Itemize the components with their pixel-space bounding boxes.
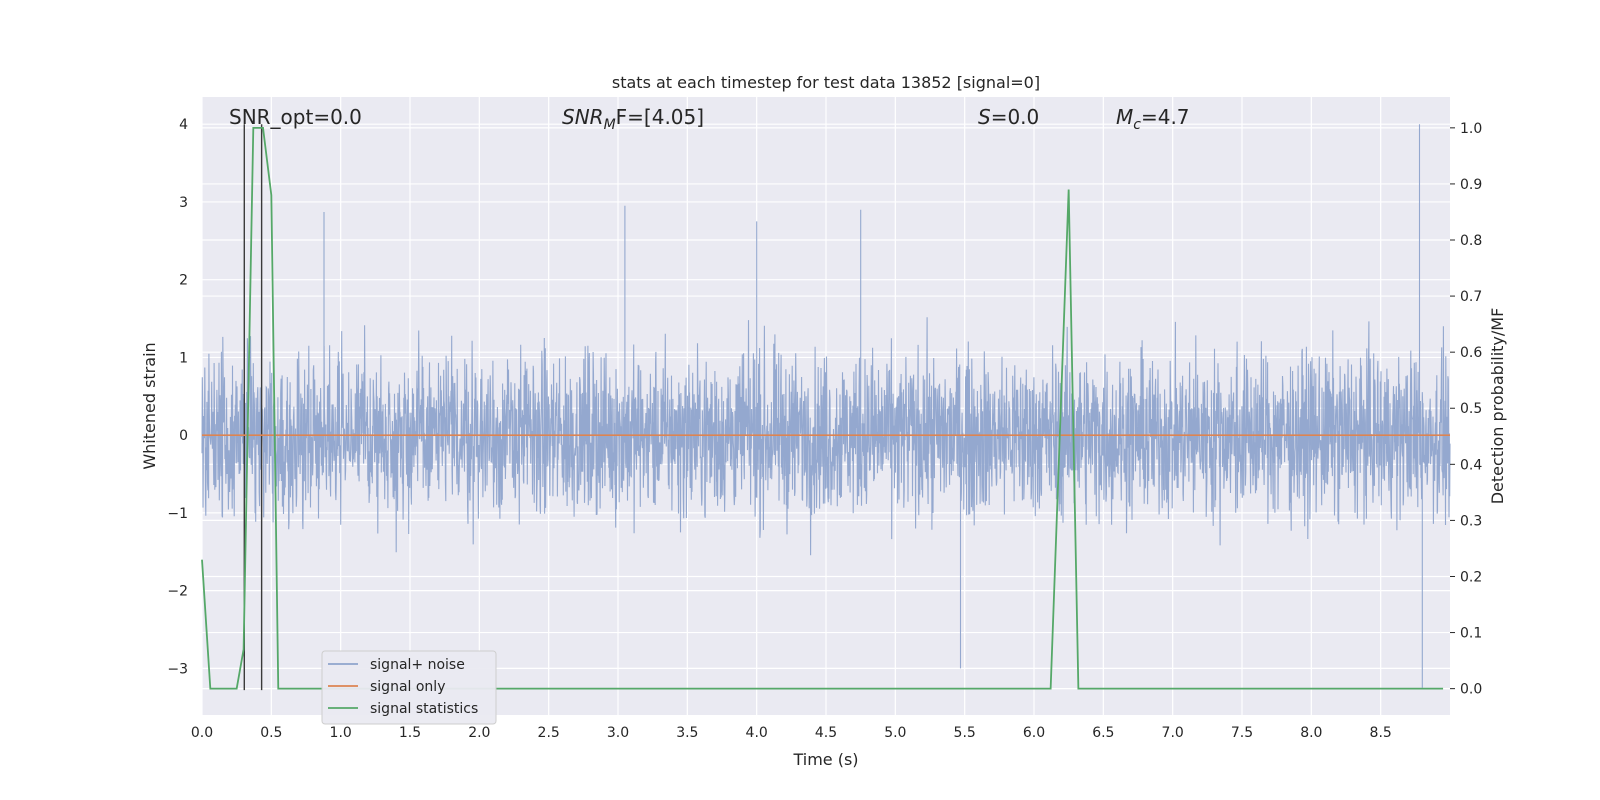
x-tick-label: 8.0 xyxy=(1300,725,1322,741)
y2-tick-label: 0.2 xyxy=(1460,569,1482,585)
ticks-layer: 0.0 0.5 1.0 1.5 2.0 2.5 3.0 3.5 4.0 4.5 5.0 5.5 6.0 6… xyxy=(167,117,1482,741)
y2-tick-label: 0.3 xyxy=(1460,513,1482,529)
legend-label-noise: signal+ noise xyxy=(370,657,465,673)
x-tick-label: 4.5 xyxy=(815,725,837,741)
y-axis-label: Whitened strain xyxy=(140,342,159,469)
legend-label-stats: signal statistics xyxy=(370,701,478,717)
y2-tick-label: 0.6 xyxy=(1460,345,1482,361)
mc-sub: c xyxy=(1133,117,1141,133)
y-tick-label: 1 xyxy=(179,350,188,366)
noise-layer xyxy=(201,124,1451,688)
x-tick-label: 8.5 xyxy=(1370,725,1392,741)
chart-title: stats at each timestep for test data 138… xyxy=(612,73,1040,92)
y-tick-label: −3 xyxy=(167,661,188,677)
mc-annotation: Mc=4.7 xyxy=(1116,105,1190,133)
snr-opt-annotation: SNR_opt=0.0 xyxy=(229,105,362,129)
mc-tail: =4.7 xyxy=(1141,105,1190,129)
x-tick-label: 2.0 xyxy=(468,725,490,741)
x-tick-label: 5.5 xyxy=(954,725,976,741)
x-tick-label: 3.5 xyxy=(676,725,698,741)
lines-layer xyxy=(201,124,1450,691)
x-tick-label: 7.0 xyxy=(1162,725,1184,741)
y-tick-label: 4 xyxy=(179,117,188,133)
y2-tick-label: 0.4 xyxy=(1460,457,1482,473)
y2-tick-label: 0.8 xyxy=(1460,233,1482,249)
x-tick-label: 6.0 xyxy=(1023,725,1045,741)
x-tick-label: 5.0 xyxy=(884,725,906,741)
y-tick-label: −2 xyxy=(167,584,188,600)
legend-box xyxy=(321,650,497,725)
legend: signal+ noise signal only signal statist… xyxy=(321,650,497,725)
snr-mf-tail: F=[4.05] xyxy=(616,105,704,129)
s-main: S xyxy=(978,105,991,129)
snr-mf-main: SNR xyxy=(562,105,604,129)
legend-label-signal: signal only xyxy=(370,679,445,695)
x-tick-label: 6.5 xyxy=(1092,725,1114,741)
y2-tick-label: 1.0 xyxy=(1460,121,1482,137)
y-tick-label: 0 xyxy=(179,428,188,444)
noise-series-line xyxy=(201,124,1451,688)
s-tail: =0.0 xyxy=(991,105,1040,129)
snr-mf-annotation: SNRMF=[4.05] xyxy=(562,105,704,133)
mc-main: M xyxy=(1116,105,1133,129)
y2-axis-label: Detection probability/MF xyxy=(1488,308,1507,505)
y2-tick-label: 0.7 xyxy=(1460,289,1482,305)
snr-mf-sub: M xyxy=(604,117,616,133)
x-axis-label: Time (s) xyxy=(792,750,858,769)
y2-tick-label: 0.1 xyxy=(1460,626,1482,642)
x-tick-label: 0.0 xyxy=(191,725,213,741)
x-tick-label: 1.0 xyxy=(330,725,352,741)
x-tick-label: 0.5 xyxy=(260,725,282,741)
s-annotation: S=0.0 xyxy=(978,105,1039,129)
x-tick-label: 3.0 xyxy=(607,725,629,741)
x-tick-label: 1.5 xyxy=(399,725,421,741)
y2-tick-label: 0.0 xyxy=(1460,682,1482,698)
y2-tick-label: 0.5 xyxy=(1460,401,1482,417)
signal-statistics-line xyxy=(201,126,1444,690)
y-tick-label: −1 xyxy=(167,506,188,522)
y2-tick-label: 0.9 xyxy=(1460,177,1482,193)
y-tick-label: 3 xyxy=(179,195,188,211)
y-tick-label: 2 xyxy=(179,273,188,289)
x-tick-label: 4.0 xyxy=(746,725,768,741)
x-tick-label: 7.5 xyxy=(1231,725,1253,741)
x-tick-label: 2.5 xyxy=(538,725,560,741)
